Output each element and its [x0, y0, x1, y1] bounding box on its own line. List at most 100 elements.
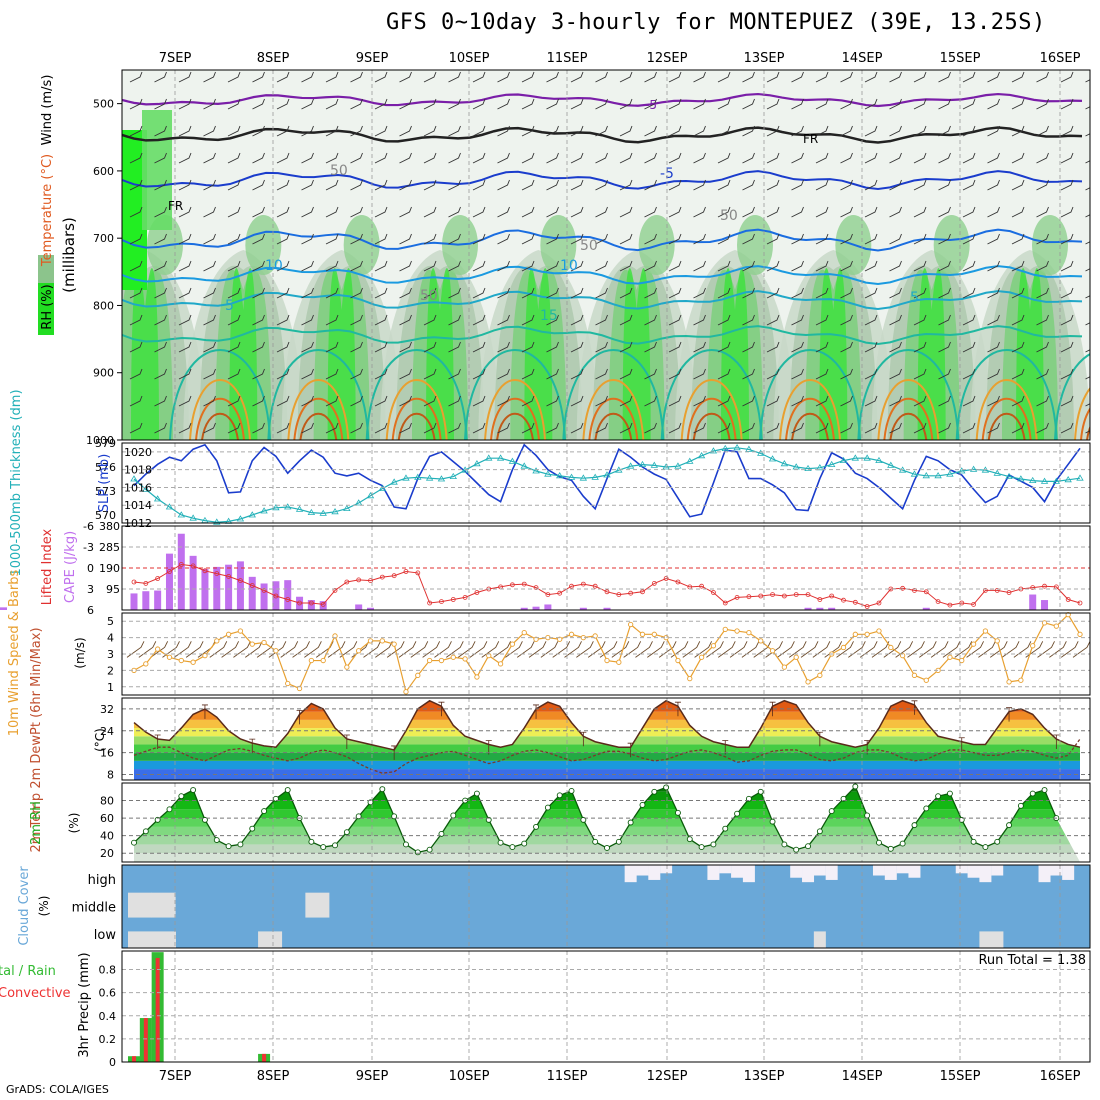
- wind-barb: [227, 287, 241, 299]
- low-cloud: [979, 931, 1004, 948]
- thickness-point: [993, 469, 1001, 476]
- wind-barb: [913, 260, 927, 272]
- thickness-point: [1064, 476, 1072, 483]
- thickness-point: [354, 499, 363, 506]
- wind-barb: [619, 233, 633, 245]
- wind-barb: [815, 314, 829, 326]
- thickness-point: [662, 463, 670, 470]
- temperature-contour: [981, 397, 1032, 440]
- wind-speed-point: [568, 631, 575, 637]
- wind-barb: [203, 71, 216, 83]
- wind-barb: [840, 125, 853, 137]
- panel-frame-wind: [121, 612, 1091, 696]
- wind-barb: [1011, 125, 1025, 137]
- thickness-point: [851, 454, 860, 461]
- wind-barb: [889, 152, 902, 164]
- wind-barb: [619, 260, 633, 272]
- thickness-point: [437, 475, 446, 482]
- panel-frame-rh: [121, 782, 1091, 863]
- wind-barb: [276, 71, 290, 83]
- contour-label: 10: [265, 258, 283, 274]
- thickness-point: [839, 456, 848, 463]
- wind-barb: [448, 71, 461, 83]
- wind-barb: [521, 71, 535, 83]
- thickness-point: [1076, 474, 1084, 481]
- wind-speed-point: [1065, 611, 1071, 618]
- wind-barb: [815, 287, 829, 299]
- temp-minmax-bar: [343, 734, 350, 749]
- lifted-index-point: [864, 604, 870, 609]
- wind-barb: [472, 98, 486, 110]
- wind-barb-10m: [221, 641, 240, 658]
- lifted-index-point: [722, 600, 728, 606]
- rh-shade: [622, 268, 651, 440]
- cape-tick-label: 190: [99, 562, 120, 575]
- rh-point: [663, 784, 670, 791]
- middle-cloud: [128, 892, 152, 918]
- cape-bar: [201, 569, 209, 610]
- wind-barb: [423, 125, 437, 137]
- wind-barb: [766, 98, 780, 110]
- wind-barb: [129, 260, 143, 272]
- lifted-index-point: [238, 578, 243, 583]
- wind-barb: [938, 341, 951, 353]
- wind-barb: [791, 341, 804, 353]
- wind-barb: [864, 368, 878, 380]
- lifted-index-point: [711, 590, 716, 595]
- wind-barb: [472, 422, 486, 434]
- wind-barb: [154, 260, 167, 272]
- high-cloud-gap: [955, 865, 968, 874]
- thickness-point: [402, 474, 410, 481]
- rh-point: [355, 813, 362, 820]
- wind-barb: [791, 71, 804, 83]
- lifted-index-point: [261, 588, 267, 593]
- wind-barb: [203, 341, 216, 353]
- wind-barb: [497, 422, 510, 434]
- wind-barb: [227, 260, 241, 272]
- cape-bar: [0, 607, 7, 610]
- cape-bar: [213, 566, 221, 610]
- temperature-contour: [122, 92, 1083, 108]
- wind-barb: [889, 233, 902, 245]
- temperature-contour: [785, 397, 835, 440]
- thickness-point: [709, 447, 718, 454]
- high-cloud-gap: [967, 865, 980, 878]
- wind-barb: [154, 233, 167, 245]
- wind-barb: [987, 260, 1000, 272]
- rh-point: [414, 849, 421, 856]
- wind-barb: [497, 233, 510, 245]
- wind-barb: [497, 287, 510, 299]
- wind-barb: [864, 125, 878, 137]
- wind-barb: [252, 260, 265, 272]
- wind-barb: [325, 71, 339, 83]
- lifted-index-point: [285, 597, 291, 602]
- wind-speed-point: [710, 643, 717, 649]
- wind-barb: [644, 206, 657, 218]
- cape-bar: [189, 555, 197, 610]
- wind-barb: [448, 422, 461, 434]
- thickness-point: [284, 503, 292, 510]
- rh-point: [225, 843, 232, 850]
- wind-barb: [864, 152, 878, 164]
- wind-barb: [791, 395, 804, 407]
- temperature-band: [134, 728, 1080, 737]
- wind-barb: [668, 233, 682, 245]
- rh-point: [403, 841, 409, 848]
- temperature-contour: [883, 397, 934, 440]
- wind-barb: [668, 98, 682, 110]
- rh-point: [213, 837, 220, 844]
- wind-barb: [815, 341, 829, 353]
- wind-barb: [546, 71, 559, 83]
- rh-point: [887, 845, 894, 852]
- wind-barb: [693, 395, 706, 407]
- wind-barb-10m: [185, 641, 204, 658]
- lifted-index-point: [391, 573, 397, 579]
- temp-minmax-bar: [533, 704, 540, 719]
- thickness-point: [165, 503, 174, 510]
- wind-barb: [766, 260, 780, 272]
- cape-bar: [154, 590, 162, 610]
- axis-tick-label: 1000: [86, 434, 114, 447]
- rh-point: [876, 839, 882, 846]
- wind-tick-label: 2: [107, 664, 114, 677]
- wind-speed-point: [793, 654, 799, 660]
